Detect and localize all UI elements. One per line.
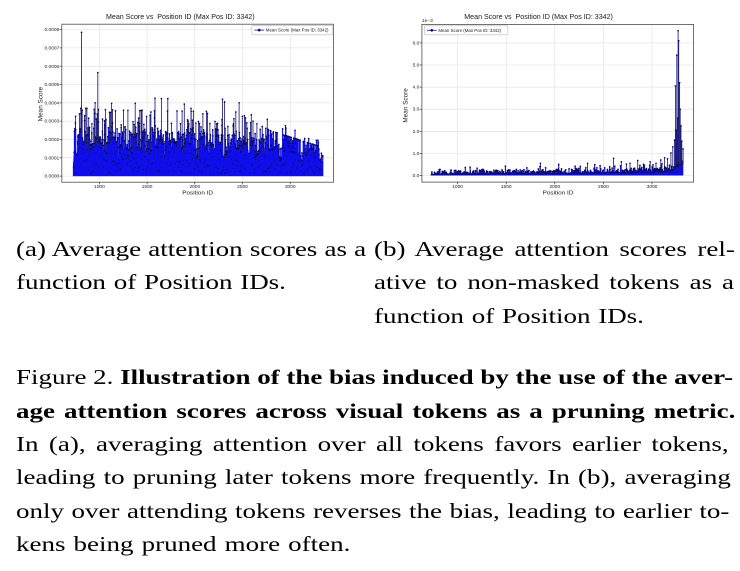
svg-text:Mean Score (Max Pos ID: 3342): Mean Score (Max Pos ID: 3342) [266,28,329,33]
svg-text:Mean Score vs Position ID (Ma: Mean Score vs Position ID (Max Pos ID: 3… [464,13,613,21]
svg-text:1e−3: 1e−3 [422,18,433,23]
svg-text:1500: 1500 [501,184,512,189]
svg-text:Mean Score: Mean Score [403,88,410,123]
svg-text:0.0007: 0.0007 [44,46,59,51]
svg-text:0.0000: 0.0000 [44,174,59,179]
svg-text:5.0: 5.0 [413,63,420,68]
svg-text:Mean Score (Max Pos ID: 3342): Mean Score (Max Pos ID: 3342) [438,28,501,33]
svg-text:0.0004: 0.0004 [44,101,59,106]
svg-text:0.0003: 0.0003 [44,119,59,124]
svg-text:2000: 2000 [189,184,200,189]
svg-text:Position ID: Position ID [182,190,213,197]
svg-text:Mean Score vs Position ID (Ma: Mean Score vs Position ID (Max Pos ID: 3… [106,13,255,21]
svg-text:2.0: 2.0 [413,129,420,134]
svg-text:1.0: 1.0 [413,151,420,156]
svg-text:2000: 2000 [549,184,560,189]
svg-text:0.0008: 0.0008 [44,28,59,33]
svg-text:0.0: 0.0 [413,173,420,178]
svg-text:2500: 2500 [237,184,248,189]
svg-text:4.0: 4.0 [413,85,420,90]
svg-text:Position ID: Position ID [543,190,574,197]
svg-text:Mean Score: Mean Score [38,86,45,121]
svg-text:6.0: 6.0 [413,41,420,46]
svg-text:0.0002: 0.0002 [44,137,59,142]
svg-text:0.0005: 0.0005 [44,82,59,87]
svg-text:3000: 3000 [285,184,296,189]
svg-text:3.0: 3.0 [413,107,420,112]
svg-text:0.0001: 0.0001 [44,156,59,161]
svg-text:1000: 1000 [452,184,463,189]
svg-text:2500: 2500 [598,184,609,189]
svg-text:1000: 1000 [94,184,105,189]
svg-text:1500: 1500 [142,184,153,189]
svg-text:0.0006: 0.0006 [44,64,59,69]
svg-text:3000: 3000 [647,184,658,189]
